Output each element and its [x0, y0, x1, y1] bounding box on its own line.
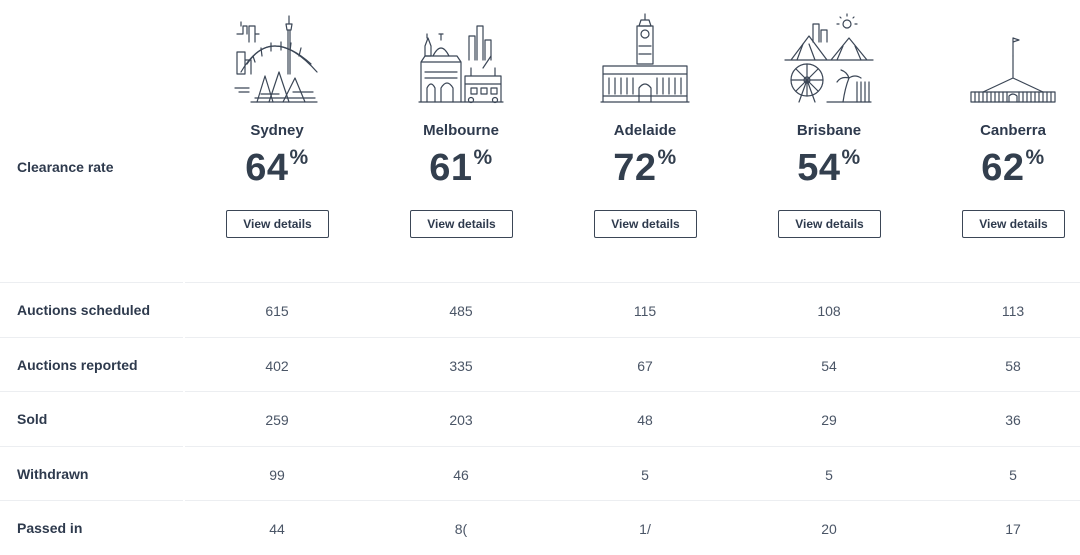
adelaide-skyline-icon — [600, 13, 690, 103]
city-column-melbourne: Melbourne 61% View details — [369, 0, 553, 282]
table-cell: 335 — [449, 358, 473, 374]
table-cell: 48 — [637, 412, 653, 428]
row-label: Sold — [17, 411, 48, 427]
table-cell: 54 — [821, 358, 837, 374]
table-cell: 259 — [265, 412, 289, 428]
table-cell: 115 — [633, 303, 657, 319]
row-divider — [185, 391, 1080, 392]
percent-sign: % — [473, 146, 493, 169]
table-cell: 203 — [449, 412, 473, 428]
table-row-withdrawn: Withdrawn 99 46 5 5 5 — [0, 446, 1080, 501]
view-details-button[interactable]: View details — [410, 210, 513, 238]
clearance-rate-value: 72% — [613, 146, 677, 189]
view-details-button[interactable]: View details — [962, 210, 1065, 238]
table-cell: 67 — [637, 358, 653, 374]
table-cell: 29 — [821, 412, 837, 428]
table-cell: 402 — [265, 358, 289, 374]
city-name: Brisbane — [796, 122, 862, 139]
table-cell: 615 — [265, 303, 289, 319]
table-cell: 5 — [1009, 467, 1017, 483]
melbourne-skyline-icon — [418, 25, 504, 104]
row-divider — [185, 282, 1080, 283]
row-label: Withdrawn — [17, 466, 89, 482]
percent-sign: % — [289, 146, 309, 169]
view-details-button[interactable]: View details — [226, 210, 329, 238]
city-column-canberra: Canberra 62% View details — [921, 0, 1080, 282]
table-cell: 46 — [453, 467, 469, 483]
view-details-button[interactable]: View details — [778, 210, 881, 238]
table-row-auctions-reported: Auctions reported 402 335 67 54 58 — [0, 337, 1080, 392]
city-name: Sydney — [250, 122, 304, 139]
table-cell: 108 — [817, 303, 841, 319]
city-column-brisbane: Brisbane 54% View details — [737, 0, 921, 282]
city-name: Adelaide — [613, 122, 677, 139]
table-cell: 44 — [269, 521, 285, 537]
row-label: Passed in — [17, 520, 83, 536]
row-divider — [0, 500, 183, 501]
table-row-sold: Sold 259 203 48 29 36 — [0, 391, 1080, 446]
clearance-rate-label: Clearance rate — [17, 159, 114, 175]
clearance-rate-value: 64% — [245, 146, 309, 189]
clearance-rate-value: 61% — [429, 146, 493, 189]
city-column-sydney: Sydney 64% View details — [185, 0, 369, 282]
city-name: Canberra — [980, 122, 1046, 139]
row-divider — [0, 391, 183, 392]
view-details-button[interactable]: View details — [594, 210, 697, 238]
city-name: Melbourne — [423, 122, 499, 139]
table-cell: 58 — [1005, 358, 1021, 374]
row-divider — [0, 446, 183, 447]
table-row-auctions-scheduled: Auctions scheduled 615 485 115 108 113 — [0, 282, 1080, 337]
row-divider — [185, 446, 1080, 447]
table-cell: 20 — [821, 521, 837, 537]
brisbane-skyline-icon — [784, 13, 874, 103]
table-cell: 8( — [454, 521, 468, 537]
row-label: Auctions scheduled — [17, 302, 151, 318]
row-divider — [185, 500, 1080, 501]
row-label: Auctions reported — [17, 357, 138, 373]
table-row-passed-in: Passed in 44 8( 1/ 20 17 — [0, 500, 1080, 555]
table-cell: 1/ — [639, 521, 651, 537]
percent-sign: % — [1025, 146, 1045, 169]
clearance-rate-value: 62% — [981, 146, 1045, 189]
city-column-adelaide: Adelaide 72% View details — [553, 0, 737, 282]
table-cell: 5 — [641, 467, 649, 483]
table-cell: 17 — [1005, 521, 1021, 537]
table-cell: 5 — [825, 467, 833, 483]
canberra-parliament-icon — [970, 37, 1056, 103]
table-cell: 36 — [1005, 412, 1021, 428]
row-divider — [0, 337, 183, 338]
row-divider — [0, 282, 183, 283]
table-cell: 113 — [1001, 303, 1025, 319]
table-cell: 99 — [269, 467, 285, 483]
row-divider — [185, 337, 1080, 338]
clearance-rate-header: Clearance rate Sydney 64% View details — [17, 0, 1080, 282]
percent-sign: % — [841, 146, 861, 169]
percent-sign: % — [657, 146, 677, 169]
clearance-rate-value: 54% — [797, 146, 861, 189]
table-cell: 485 — [449, 303, 473, 319]
sydney-skyline-icon — [234, 15, 318, 103]
